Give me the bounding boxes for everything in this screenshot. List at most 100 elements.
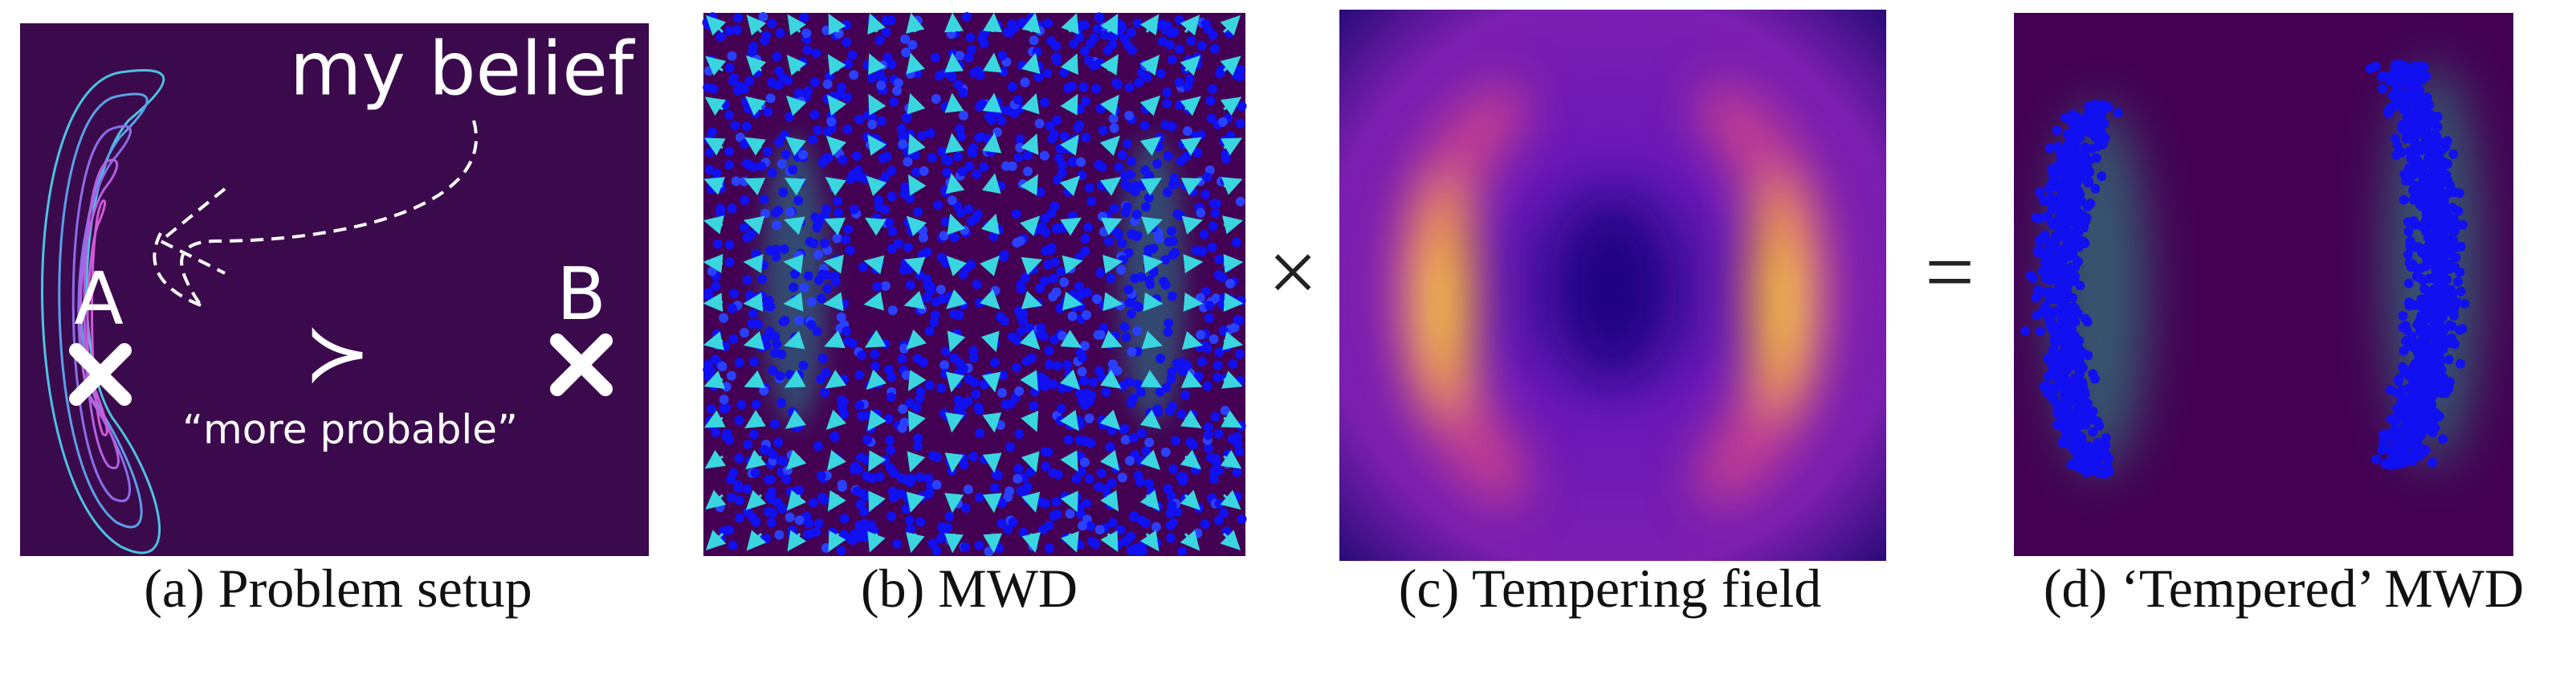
sample-point [728,334,739,345]
sample-point [1013,464,1024,474]
sample-point [947,465,957,476]
sample-point [1108,31,1119,42]
sample-point [2435,357,2445,367]
sample-point [1141,446,1151,456]
sample-point [869,216,879,227]
sample-point [1176,546,1187,557]
sample-point [924,326,935,336]
sample-point [859,506,870,517]
sample-point [906,524,916,534]
sample-point [903,242,913,252]
sample-point [2411,271,2422,281]
sample-point [1045,121,1055,131]
sample-point [2425,198,2435,208]
field-arrow [944,52,964,73]
sample-point [1237,514,1247,524]
sample-point [1015,142,1025,153]
sample-point [1013,473,1023,484]
sample-point [808,134,818,145]
sample-point [2073,432,2083,441]
field-arrow [979,255,1000,276]
sample-point [1144,478,1155,489]
sample-point [1044,543,1054,554]
sample-point [2371,454,2382,464]
sample-point [756,342,767,353]
sample-point [2075,173,2085,183]
sample-point [2413,158,2423,169]
sample-point [1234,349,1245,359]
sample-point [1166,533,1176,543]
sample-point [1134,77,1144,88]
sample-point [733,13,744,23]
sample-point [2399,92,2410,103]
sample-point [2439,227,2449,237]
sample-point [1084,413,1094,423]
field-arrow [745,449,767,470]
field-arrow [825,370,846,389]
sample-point [847,50,858,60]
sample-point [724,525,735,535]
sample-point [751,517,761,527]
sample-point [1214,254,1225,264]
sample-point [704,165,715,175]
sample-point [1124,110,1135,121]
field-arrow [867,530,886,553]
field-arrow [866,369,887,391]
field-arrow [945,288,967,309]
sample-point [2415,381,2424,391]
sample-point [843,336,854,346]
sample-point [1183,81,1193,92]
sample-point [949,353,960,363]
sample-point [954,310,964,321]
sample-point [2067,117,2077,127]
sample-point [1018,527,1029,538]
sample-point [1160,447,1171,457]
sample-point [797,57,808,68]
sample-point [834,207,843,218]
sample-point [931,480,942,490]
sample-point [2102,461,2113,472]
sample-point [1185,437,1196,448]
sample-point [912,441,923,452]
field-arrow [864,217,887,236]
field-arrow [906,215,927,237]
sample-point [1164,39,1175,50]
sample-point [1124,82,1135,92]
sample-point [1046,35,1056,46]
field-arrow [944,133,964,153]
field-arrow [1143,292,1164,312]
sample-point [1187,410,1197,420]
field-arrow [1021,92,1040,115]
sample-point [1050,257,1060,268]
sample-point [1056,403,1066,414]
sample-point [940,216,951,227]
sample-point [727,51,737,61]
sample-point [2419,284,2430,294]
field-arrow [828,13,846,35]
sample-point [927,153,937,163]
sample-point [2064,239,2074,249]
sample-point [1059,131,1070,141]
sample-point [917,130,927,141]
sample-point [1196,207,1206,218]
sample-point [803,271,813,281]
sample-point [773,437,784,448]
field-arrow [1180,410,1202,429]
field-arrow [1139,409,1162,429]
sample-point [2077,408,2087,419]
sample-point [1098,420,1109,431]
sample-point [1084,182,1094,193]
sample-point [1218,325,1229,336]
sample-point [724,257,735,268]
sample-point [1131,209,1142,219]
field-arrow [1100,489,1119,512]
sample-point [880,455,891,465]
field-arrow [1021,52,1041,75]
sample-point [1235,64,1245,75]
field-arrow [1060,409,1079,432]
sample-point [712,168,722,178]
sample-point [2093,119,2103,129]
sample-point [760,444,770,455]
tempering-ridges [1389,84,1835,505]
sample-point [883,414,894,424]
